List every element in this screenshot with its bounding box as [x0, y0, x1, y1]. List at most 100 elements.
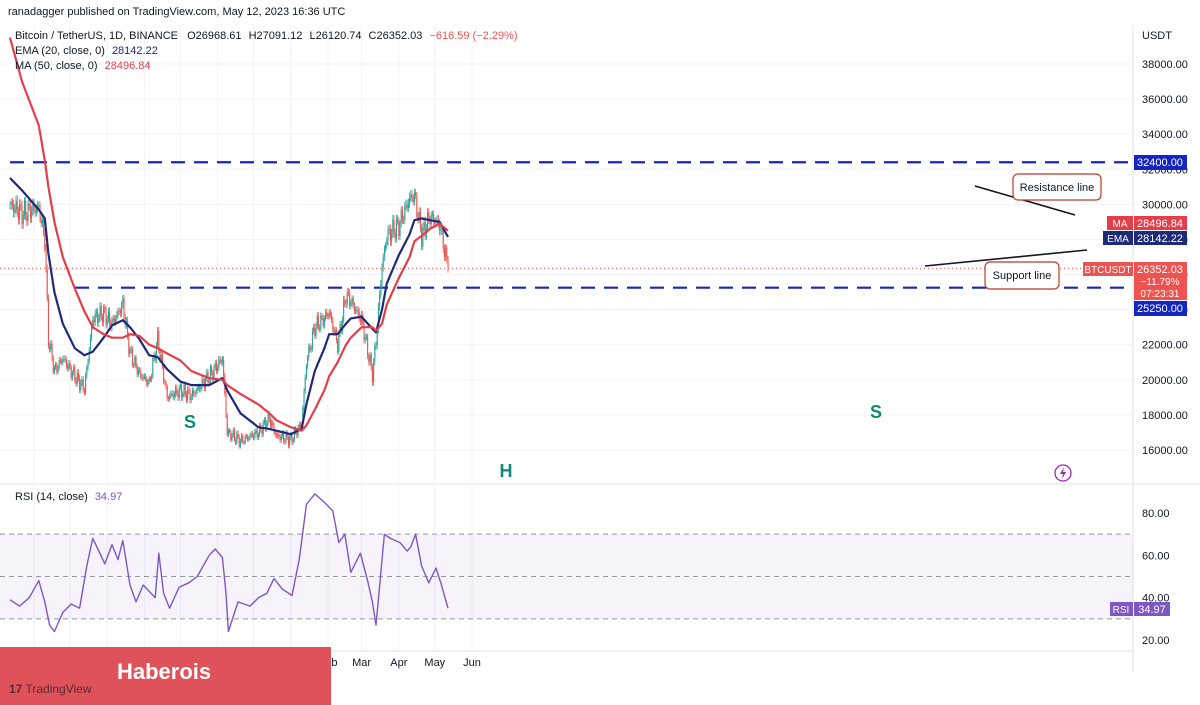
- candle-body: [347, 292, 349, 293]
- candle-body: [439, 224, 441, 231]
- candle-body: [326, 312, 328, 317]
- candle-body: [178, 387, 180, 398]
- candle-body: [214, 362, 216, 368]
- candle-body: [104, 307, 106, 310]
- candle-body: [197, 386, 199, 388]
- published-by: ranadagger published on TradingView.com,…: [8, 6, 346, 18]
- candle-body: [339, 324, 341, 334]
- candle-body: [447, 258, 449, 269]
- candle-body: [225, 393, 227, 416]
- candle-body: [275, 434, 277, 436]
- candle-body: [64, 359, 66, 361]
- candle-body: [165, 382, 167, 387]
- candle-body: [250, 434, 252, 436]
- rsi-legend-value: 34.97: [94, 491, 123, 503]
- candle-body: [295, 428, 297, 432]
- rsi-legend[interactable]: RSI (14, close) 34.97: [15, 490, 122, 505]
- candle-body: [79, 378, 81, 390]
- candle-body: [230, 431, 232, 441]
- candle-body: [441, 230, 443, 232]
- candle-body: [121, 304, 123, 314]
- candle-body: [305, 366, 307, 377]
- candle-body: [368, 355, 370, 362]
- candle-body: [423, 221, 425, 228]
- candle-body: [280, 436, 282, 441]
- candle-body: [74, 367, 76, 381]
- candle-body: [55, 364, 57, 368]
- candle-body: [161, 355, 163, 367]
- candle-body: [137, 370, 139, 375]
- candle-body: [115, 318, 117, 322]
- candle-body: [147, 382, 149, 385]
- candle-body: [107, 311, 109, 320]
- candle-body: [345, 303, 347, 305]
- ma-tag-label: [1107, 216, 1133, 230]
- candle-body: [415, 192, 417, 196]
- candle-body: [122, 298, 124, 305]
- candle-body: [152, 358, 154, 377]
- price-tick-label: 18000.00: [1142, 410, 1188, 422]
- candle-body: [81, 379, 83, 383]
- rsi-legend-label: RSI (14, close): [15, 491, 88, 503]
- candle-body: [391, 233, 393, 242]
- candle-body: [442, 230, 444, 249]
- lightning-icon[interactable]: [1054, 464, 1072, 482]
- candle-body: [386, 240, 388, 246]
- candle-body: [223, 359, 225, 376]
- candle-body: [309, 346, 311, 350]
- candle-body: [57, 368, 59, 373]
- candle-body: [27, 203, 29, 221]
- candle-body: [316, 315, 318, 327]
- candle-body: [109, 311, 111, 323]
- candle-body: [374, 346, 376, 362]
- candle-body: [10, 202, 12, 205]
- candle-body: [52, 358, 54, 373]
- ema-legend-value: 28142.22: [111, 45, 158, 57]
- candle-body: [13, 204, 15, 213]
- ema-legend[interactable]: EMA (20, close, 0) 28142.22: [15, 44, 158, 59]
- candle-body: [307, 357, 309, 367]
- candle-body: [388, 229, 390, 231]
- last-price-tag: [1134, 262, 1187, 300]
- candle-body: [413, 192, 415, 203]
- candle-body: [167, 398, 169, 400]
- candle-body: [111, 320, 113, 328]
- ma-legend-value: 28496.84: [104, 60, 151, 72]
- candle-body: [179, 385, 181, 388]
- symbol-name[interactable]: Bitcoin / TetherUS, 1D, BINANCE: [15, 30, 179, 42]
- candle-body: [323, 318, 325, 326]
- candle-body: [299, 424, 301, 427]
- rsi-tag-label: [1110, 602, 1133, 616]
- candle-body: [134, 357, 136, 365]
- candle-body: [139, 370, 141, 372]
- candle-body: [241, 435, 243, 441]
- symbol-legend: Bitcoin / TetherUS, 1D, BINANCE O26968.6…: [15, 29, 518, 44]
- candle-body: [404, 206, 406, 221]
- candle-body: [443, 248, 445, 257]
- candle-body: [177, 393, 179, 398]
- candle-body: [43, 219, 45, 233]
- candle-body: [91, 325, 93, 338]
- candle-body: [187, 389, 189, 400]
- candle-body: [31, 211, 33, 219]
- candle-body: [128, 336, 130, 355]
- horizontal-levels: [0, 161, 1133, 289]
- candle-body: [329, 313, 331, 316]
- candle-body: [105, 309, 107, 325]
- ema-line: [9, 177, 449, 436]
- candle-body: [233, 430, 235, 440]
- candle-body: [164, 381, 166, 383]
- candle-body: [319, 327, 321, 330]
- candle-body: [338, 333, 340, 352]
- candle-body: [226, 415, 228, 436]
- candle-body: [419, 212, 421, 230]
- last-pct-text: −11.79%: [1140, 277, 1179, 288]
- ohlc-close: C26352.03: [368, 30, 423, 42]
- ma-legend[interactable]: MA (50, close, 0) 28496.84: [15, 59, 151, 74]
- candle-body: [358, 311, 360, 319]
- candle-body: [349, 292, 351, 306]
- candle-body: [341, 320, 343, 332]
- candle-body: [410, 194, 412, 198]
- rsi-tag: [1134, 602, 1170, 616]
- candle-body: [248, 438, 250, 440]
